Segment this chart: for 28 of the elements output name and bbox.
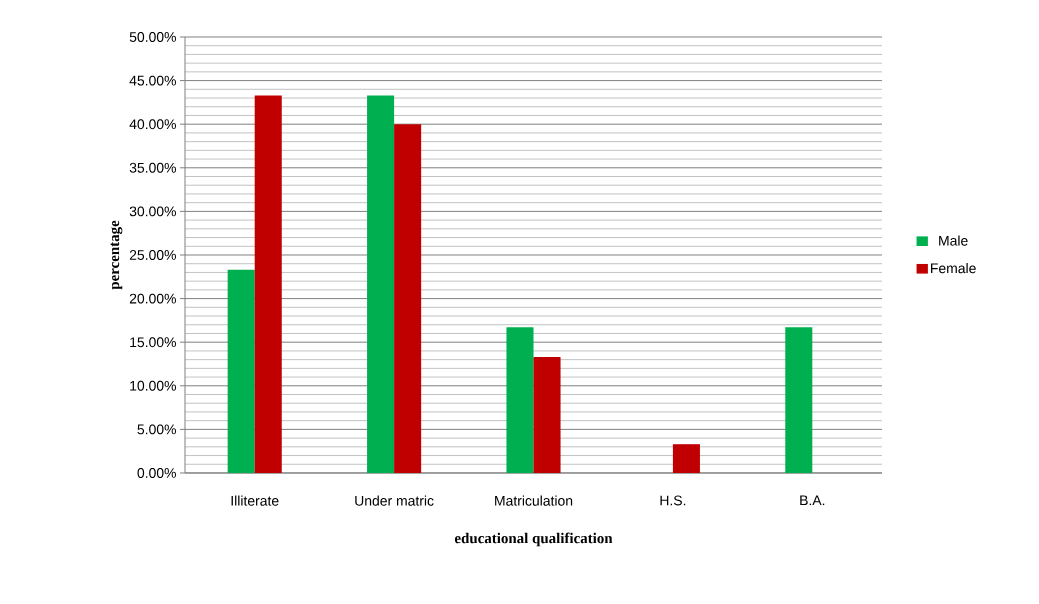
x-axis-title: educational qualification <box>454 532 613 547</box>
bar <box>785 327 813 473</box>
y-axis-title: percentage <box>110 220 123 290</box>
y-tick-label: 40.00% <box>129 119 176 130</box>
bar <box>367 95 395 473</box>
y-tick-label: 50.00% <box>129 32 176 42</box>
x-tick-label: H.S. <box>660 495 686 506</box>
y-tick-label: 45.00% <box>129 75 176 86</box>
y-tick-label: 10.00% <box>130 380 176 391</box>
y-tick-label: 15.00% <box>130 337 176 348</box>
x-tick-label: Under matric <box>355 495 434 506</box>
y-tick-label: 5.00% <box>137 424 176 435</box>
y-tick-label: 25.00% <box>129 250 176 260</box>
bar <box>506 327 534 473</box>
legend-label: Male <box>939 235 968 246</box>
x-tick-label: Matriculation <box>495 495 573 506</box>
x-tick-label: Illiterate <box>231 495 279 506</box>
bar <box>672 444 700 473</box>
x-tick-label: B.A. <box>800 495 825 506</box>
bar <box>227 269 255 473</box>
bar <box>254 95 282 473</box>
bar <box>533 357 561 473</box>
legend-label: Female <box>931 262 976 274</box>
y-tick-label: 30.00% <box>129 206 176 217</box>
y-tick-label: 35.00% <box>129 162 176 173</box>
y-tick-label: 0.00% <box>137 468 176 478</box>
bar <box>394 124 422 473</box>
y-tick-label: 20.00% <box>129 293 176 304</box>
